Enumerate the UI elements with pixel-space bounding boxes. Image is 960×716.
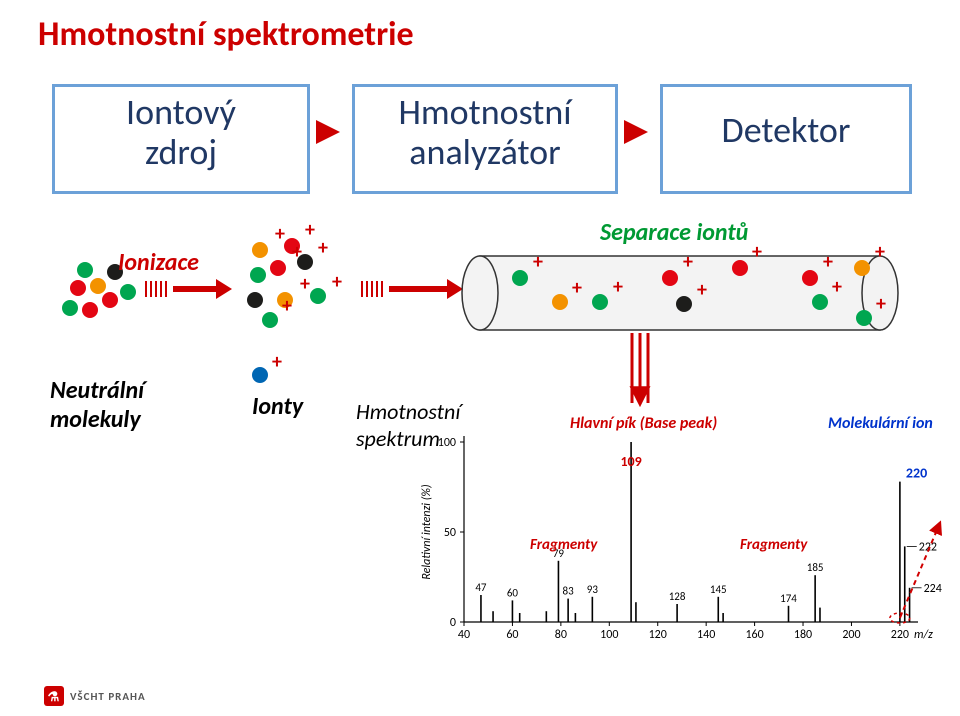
neutralni-l2: molekuly bbox=[50, 405, 141, 434]
svg-text:47: 47 bbox=[475, 581, 487, 594]
svg-text:174: 174 bbox=[780, 592, 797, 605]
svg-text:+: + bbox=[697, 278, 707, 302]
label-spektrum: Hmotnostní spektrum bbox=[356, 398, 460, 452]
label-ionizace: Ionizace bbox=[118, 248, 199, 277]
svg-text:185: 185 bbox=[807, 561, 824, 574]
svg-text:+: + bbox=[823, 250, 833, 274]
svg-text:0: 0 bbox=[450, 616, 456, 630]
svg-text:224: 224 bbox=[924, 582, 942, 596]
svg-text:220: 220 bbox=[906, 465, 927, 482]
spektrum-l1: Hmotnostní bbox=[356, 398, 460, 425]
svg-text:⚗: ⚗ bbox=[48, 690, 61, 705]
svg-text:60: 60 bbox=[506, 628, 518, 642]
logo-icon: ⚗ bbox=[44, 686, 64, 706]
svg-text:+: + bbox=[282, 294, 292, 318]
svg-text:93: 93 bbox=[587, 583, 599, 596]
svg-text:+: + bbox=[613, 275, 623, 299]
svg-text:40: 40 bbox=[458, 628, 470, 642]
label-frag1: Fragmenty bbox=[530, 536, 597, 554]
label-molion: Molekulární ion bbox=[828, 414, 933, 433]
svg-text:200: 200 bbox=[842, 628, 860, 642]
svg-text:128: 128 bbox=[669, 590, 686, 603]
label-frag2: Fragmenty bbox=[740, 536, 807, 554]
svg-text:+: + bbox=[572, 276, 582, 300]
footer-text: VŠCHT PRAHA bbox=[70, 690, 146, 703]
spektrum-l2: spektrum bbox=[356, 425, 440, 452]
svg-text:180: 180 bbox=[794, 628, 812, 642]
svg-text:+: + bbox=[876, 292, 886, 316]
neutralni-l1: Neutrální bbox=[50, 376, 144, 405]
svg-text:+: + bbox=[305, 218, 315, 242]
label-basepeak: Hlavní pík (Base peak) bbox=[570, 414, 717, 433]
svg-text:109: 109 bbox=[620, 453, 641, 470]
svg-text:140: 140 bbox=[697, 628, 715, 642]
svg-text:83: 83 bbox=[563, 585, 575, 598]
svg-text:120: 120 bbox=[649, 628, 667, 642]
label-separace: Separace iontů bbox=[600, 218, 748, 247]
svg-text:+: + bbox=[752, 240, 762, 264]
svg-text:+: + bbox=[318, 236, 328, 260]
svg-text:+: + bbox=[875, 240, 885, 264]
svg-text:+: + bbox=[300, 272, 310, 296]
svg-text:100: 100 bbox=[600, 628, 618, 642]
svg-text:+: + bbox=[533, 250, 543, 274]
svg-text:145: 145 bbox=[710, 583, 727, 596]
svg-text:+: + bbox=[292, 240, 302, 264]
svg-text:80: 80 bbox=[555, 628, 567, 642]
svg-text:60: 60 bbox=[507, 586, 519, 599]
svg-text:+: + bbox=[832, 275, 842, 299]
svg-text:m/z: m/z bbox=[914, 628, 933, 642]
label-neutralni: Neutrální molekuly bbox=[50, 376, 144, 434]
svg-text:50: 50 bbox=[444, 526, 456, 540]
svg-text:222: 222 bbox=[919, 540, 937, 554]
diagram-svg: ++++++++ ++++++++++ 050100Relativní inte… bbox=[0, 0, 960, 716]
svg-text:+: + bbox=[332, 270, 342, 294]
svg-text:Relativní intenzi (%): Relativní intenzi (%) bbox=[420, 484, 434, 579]
footer: ⚗ VŠCHT PRAHA bbox=[44, 686, 146, 706]
svg-text:+: + bbox=[275, 222, 285, 246]
svg-text:160: 160 bbox=[745, 628, 763, 642]
svg-text:220: 220 bbox=[891, 628, 909, 642]
svg-text:+: + bbox=[272, 350, 282, 374]
label-ionty: Ionty bbox=[252, 392, 303, 421]
svg-text:+: + bbox=[683, 250, 693, 274]
